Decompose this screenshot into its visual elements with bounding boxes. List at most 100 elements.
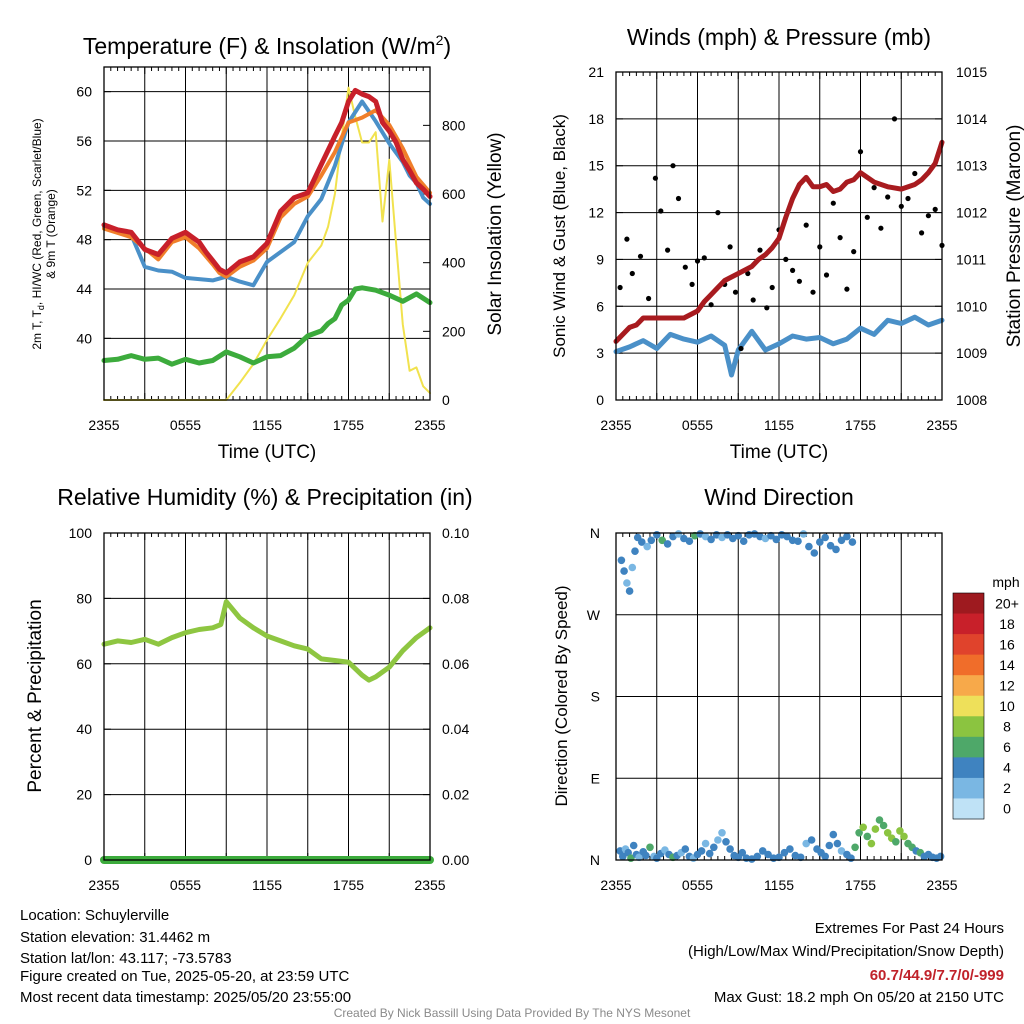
y-right-tick-label: 0.04 (442, 721, 469, 737)
y-tick-label: 48 (76, 232, 92, 248)
y-tick-label: N (590, 852, 600, 868)
y-tick-label: 60 (76, 84, 92, 100)
direction-point (685, 537, 694, 545)
series-pressure (613, 139, 945, 344)
colorbar-label: 0 (1003, 801, 1011, 817)
direction-point (837, 536, 846, 545)
x-axis-label: Time (UTC) (730, 442, 829, 463)
figure-created: Figure created on Tue, 2025-05-20, at 23… (20, 968, 350, 985)
direction-point (674, 530, 683, 538)
station-location: Location: Schuylerville (20, 907, 170, 924)
gust-point (925, 213, 932, 219)
direction-point (810, 549, 819, 557)
direction-point (681, 845, 690, 853)
y-tick-label: 20 (76, 787, 92, 803)
gust-point (857, 149, 864, 155)
y-tick-label: W (587, 607, 601, 623)
colorbar-label: 20+ (995, 595, 1019, 611)
direction-point (647, 536, 656, 545)
y-right-tick-label: 1014 (956, 111, 987, 127)
gust-point (694, 258, 701, 264)
y-axis-label: Sonic Wind & Gust (Blue, Black) (550, 114, 569, 358)
y-right-tick-label: 0 (442, 392, 450, 408)
colorbar-label: 16 (999, 636, 1015, 652)
y-right-tick-label: 1010 (956, 298, 987, 314)
x-tick-label: 0555 (170, 417, 201, 433)
gust-point (905, 195, 911, 202)
direction-point (821, 533, 829, 542)
gust-point (637, 253, 644, 259)
direction-point (705, 849, 714, 858)
direction-point (832, 545, 840, 554)
y-tick-label: 100 (69, 525, 93, 541)
x-tick-label: 2355 (88, 417, 119, 433)
x-tick-label: 0555 (682, 417, 713, 433)
y-tick-label: 12 (588, 205, 604, 221)
y-tick-label: S (591, 689, 600, 705)
plot-border (103, 66, 431, 401)
y-tick-label: N (590, 525, 600, 541)
y-right-tick-label: 0.10 (442, 525, 469, 541)
y-right-tick-label: 200 (442, 323, 466, 339)
gust-point (624, 236, 630, 242)
colorbar-label: 8 (1003, 719, 1011, 735)
extremes-subtitle: (High/Low/Max Wind/Precipitation/Snow De… (688, 943, 1004, 960)
y-tick-label: 60 (76, 656, 92, 672)
x-tick-label: 0555 (170, 877, 201, 893)
y-tick-label: 6 (596, 298, 604, 314)
direction-point (697, 847, 706, 855)
direction-point (631, 547, 639, 555)
gust-point (689, 281, 695, 287)
y-axis-label-line2: & 9m T (Orange) (44, 189, 58, 279)
x-tick-label: 2355 (414, 877, 445, 893)
gust-point (885, 194, 891, 200)
direction-point (738, 848, 747, 857)
x-tick-label: 2355 (926, 417, 957, 433)
gust-point (757, 247, 763, 253)
colorbar-title: mph (992, 574, 1019, 590)
direction-point (863, 832, 872, 841)
colorbar-swatch (953, 695, 984, 717)
station-elevation: Station elevation: 31.4462 m (20, 929, 211, 946)
y-right-tick-label: 400 (442, 255, 466, 271)
direction-point (799, 530, 808, 538)
direction-point (635, 853, 643, 862)
direction-point (620, 567, 628, 575)
direction-point (623, 579, 631, 587)
y-right-axis-label: Station Pressure (Maroon) (1004, 125, 1024, 348)
gust-point (715, 210, 721, 216)
gust-point (708, 302, 714, 308)
gust-point (652, 175, 659, 181)
y-right-tick-label: 1013 (956, 158, 987, 174)
colorbar-label: 14 (999, 657, 1015, 673)
gust-point (891, 116, 898, 122)
direction-point (734, 531, 743, 540)
gust-point (878, 225, 884, 231)
gust-point (932, 206, 938, 212)
direction-point (807, 836, 816, 844)
series-dewpoint (101, 285, 433, 367)
colorbar-border (952, 592, 985, 820)
y-right-tick-label: 0.08 (442, 590, 469, 606)
direction-point (642, 851, 650, 860)
y-axis-label: Percent & Precipitation (25, 599, 46, 792)
gust-point (732, 289, 739, 295)
direction-point (629, 841, 638, 850)
direction-point (883, 829, 892, 837)
plot-border (615, 532, 943, 861)
colorbar-swatch (953, 736, 984, 758)
x-tick-label: 2355 (600, 877, 631, 893)
y-right-tick-label: 0.06 (442, 656, 469, 672)
series-rh (101, 599, 433, 683)
gust-point (764, 305, 770, 311)
direction-point (826, 541, 835, 550)
y-tick-label: 15 (588, 158, 604, 174)
colorbar-label: 18 (999, 616, 1015, 632)
series-wind (613, 314, 945, 378)
colorbar-swatch (953, 798, 984, 820)
colorbar-swatch (953, 716, 984, 738)
x-tick-label: 0555 (682, 877, 713, 893)
direction-point (767, 531, 775, 540)
direction-point (775, 853, 783, 862)
station-latlon: Station lat/lon: 43.117; -73.5783 (20, 950, 232, 967)
